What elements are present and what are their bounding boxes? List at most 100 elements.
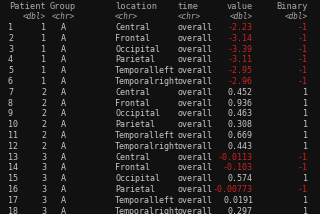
Text: -1: -1 bbox=[298, 23, 308, 32]
Text: 1: 1 bbox=[41, 34, 46, 43]
Text: A: A bbox=[60, 99, 66, 108]
Text: -2.95: -2.95 bbox=[228, 66, 253, 75]
Text: overall: overall bbox=[178, 66, 213, 75]
Text: A: A bbox=[60, 131, 66, 140]
Text: A: A bbox=[60, 207, 66, 214]
Text: 9: 9 bbox=[8, 109, 13, 118]
Text: A: A bbox=[60, 34, 66, 43]
Text: -1: -1 bbox=[298, 45, 308, 54]
Text: 8: 8 bbox=[8, 99, 13, 108]
Text: Patient: Patient bbox=[9, 1, 46, 10]
Text: A: A bbox=[60, 77, 66, 86]
Text: 2: 2 bbox=[41, 109, 46, 118]
Text: Frontal: Frontal bbox=[115, 34, 150, 43]
Text: -2.96: -2.96 bbox=[228, 77, 253, 86]
Text: 1: 1 bbox=[41, 55, 46, 64]
Text: 2: 2 bbox=[41, 88, 46, 97]
Text: Frontal: Frontal bbox=[115, 163, 150, 172]
Text: 4: 4 bbox=[8, 55, 13, 64]
Text: overall: overall bbox=[178, 55, 213, 64]
Text: 1: 1 bbox=[41, 77, 46, 86]
Text: Occipital: Occipital bbox=[115, 109, 160, 118]
Text: A: A bbox=[60, 153, 66, 162]
Text: <dbl>: <dbl> bbox=[285, 12, 308, 21]
Text: A: A bbox=[60, 23, 66, 32]
Text: Central: Central bbox=[115, 88, 150, 97]
Text: overall: overall bbox=[178, 174, 213, 183]
Text: overall: overall bbox=[178, 142, 213, 151]
Text: A: A bbox=[60, 185, 66, 194]
Text: 10: 10 bbox=[8, 120, 18, 129]
Text: A: A bbox=[60, 66, 66, 75]
Text: overall: overall bbox=[178, 153, 213, 162]
Text: Occipital: Occipital bbox=[115, 174, 160, 183]
Text: 1: 1 bbox=[41, 23, 46, 32]
Text: -0.00773: -0.00773 bbox=[213, 185, 253, 194]
Text: 1: 1 bbox=[303, 120, 308, 129]
Text: 1: 1 bbox=[41, 66, 46, 75]
Text: -0.103: -0.103 bbox=[223, 163, 253, 172]
Text: A: A bbox=[60, 55, 66, 64]
Text: Frontal: Frontal bbox=[115, 99, 150, 108]
Text: overall: overall bbox=[178, 109, 213, 118]
Text: overall: overall bbox=[178, 23, 213, 32]
Text: 13: 13 bbox=[8, 153, 18, 162]
Text: overall: overall bbox=[178, 196, 213, 205]
Text: overall: overall bbox=[178, 163, 213, 172]
Text: -3.11: -3.11 bbox=[228, 55, 253, 64]
Text: overall: overall bbox=[178, 185, 213, 194]
Text: 0.443: 0.443 bbox=[228, 142, 253, 151]
Text: A: A bbox=[60, 109, 66, 118]
Text: 16: 16 bbox=[8, 185, 18, 194]
Text: A: A bbox=[60, 88, 66, 97]
Text: Parietal: Parietal bbox=[115, 185, 155, 194]
Text: location: location bbox=[115, 1, 157, 10]
Text: 1: 1 bbox=[303, 109, 308, 118]
Text: -1: -1 bbox=[298, 185, 308, 194]
Text: A: A bbox=[60, 163, 66, 172]
Text: Binary: Binary bbox=[276, 1, 308, 10]
Text: overall: overall bbox=[178, 99, 213, 108]
Text: 1: 1 bbox=[303, 88, 308, 97]
Text: A: A bbox=[60, 142, 66, 151]
Text: overall: overall bbox=[178, 88, 213, 97]
Text: -1: -1 bbox=[298, 163, 308, 172]
Text: value: value bbox=[227, 1, 253, 10]
Text: Parietal: Parietal bbox=[115, 120, 155, 129]
Text: -1: -1 bbox=[298, 66, 308, 75]
Text: overall: overall bbox=[178, 45, 213, 54]
Text: Parietal: Parietal bbox=[115, 55, 155, 64]
Text: 7: 7 bbox=[8, 88, 13, 97]
Text: A: A bbox=[60, 45, 66, 54]
Text: <chr>: <chr> bbox=[178, 12, 201, 21]
Text: overall: overall bbox=[178, 77, 213, 86]
Text: 0.0191: 0.0191 bbox=[223, 196, 253, 205]
Text: overall: overall bbox=[178, 34, 213, 43]
Text: Central: Central bbox=[115, 153, 150, 162]
Text: 14: 14 bbox=[8, 163, 18, 172]
Text: Central: Central bbox=[115, 23, 150, 32]
Text: 3: 3 bbox=[41, 174, 46, 183]
Text: 1: 1 bbox=[303, 174, 308, 183]
Text: <dbl>: <dbl> bbox=[230, 12, 253, 21]
Text: 1: 1 bbox=[41, 45, 46, 54]
Text: 3: 3 bbox=[41, 153, 46, 162]
Text: A: A bbox=[60, 196, 66, 205]
Text: 2: 2 bbox=[41, 142, 46, 151]
Text: Group: Group bbox=[50, 1, 76, 10]
Text: 0.463: 0.463 bbox=[228, 109, 253, 118]
Text: 1: 1 bbox=[303, 196, 308, 205]
Text: 15: 15 bbox=[8, 174, 18, 183]
Text: 1: 1 bbox=[303, 99, 308, 108]
Text: Temporalright: Temporalright bbox=[115, 207, 180, 214]
Text: 6: 6 bbox=[8, 77, 13, 86]
Text: 1: 1 bbox=[303, 142, 308, 151]
Text: Occipital: Occipital bbox=[115, 45, 160, 54]
Text: time: time bbox=[178, 1, 199, 10]
Text: -1: -1 bbox=[298, 55, 308, 64]
Text: 3: 3 bbox=[41, 185, 46, 194]
Text: 2: 2 bbox=[41, 131, 46, 140]
Text: 0.574: 0.574 bbox=[228, 174, 253, 183]
Text: -0.0113: -0.0113 bbox=[218, 153, 253, 162]
Text: 3: 3 bbox=[41, 207, 46, 214]
